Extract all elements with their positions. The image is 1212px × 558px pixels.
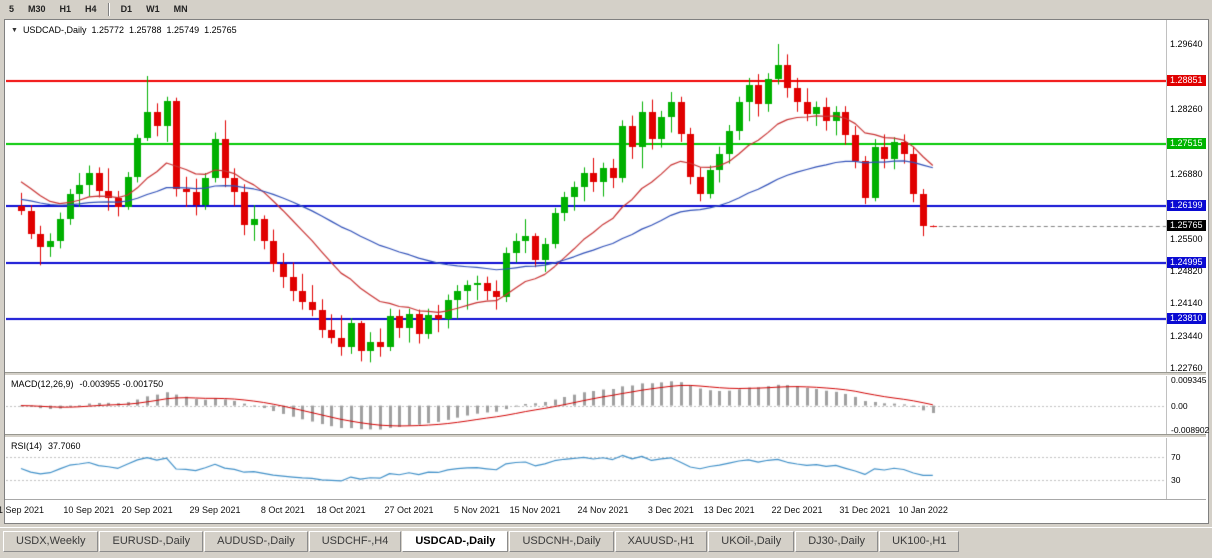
tab-dj30-daily[interactable]: DJ30-,Daily <box>795 531 879 552</box>
date-label: 10 Sep 2021 <box>63 505 115 515</box>
date-label: 29 Sep 2021 <box>189 505 241 515</box>
panel-splitter-macd[interactable] <box>5 372 1206 376</box>
ohlc-close: 1.25765 <box>204 25 237 35</box>
price-axis-separator <box>1166 20 1167 499</box>
rsi-axis[interactable]: 70 30 <box>1167 438 1212 499</box>
timeframe-button-mn[interactable]: MN <box>173 4 188 14</box>
toolbar-separator <box>107 2 110 16</box>
price-axis-label: 1.28260 <box>1170 104 1203 114</box>
macd-axis-label: -0.008902 <box>1171 425 1210 435</box>
macd-chart-canvas[interactable] <box>6 376 1166 434</box>
date-label: 10 Jan 2022 <box>898 505 948 515</box>
chart-window: ▼ USDCAD-,Daily 1.25772 1.25788 1.25749 1.257… <box>0 19 1212 524</box>
date-label: 15 Nov 2021 <box>509 505 561 515</box>
macd-indicator-label: MACD(12,26,9) -0.003955 -0.001750 <box>11 379 169 389</box>
rsi-indicator-label: RSI(14) 37.7060 <box>11 441 87 451</box>
price-axis-label: 1.22760 <box>1170 363 1203 373</box>
date-label: 8 Oct 2021 <box>260 505 305 515</box>
timeframe-button-m30[interactable]: M30 <box>28 4 46 14</box>
panel-splitter-rsi[interactable] <box>5 434 1206 438</box>
price-axis-label: 1.26880 <box>1170 169 1203 179</box>
date-label: 1 Sep 2021 <box>0 505 45 515</box>
date-label: 22 Dec 2021 <box>771 505 823 515</box>
date-label: 13 Dec 2021 <box>703 505 755 515</box>
timeframe-button-h1[interactable]: H1 <box>59 4 72 14</box>
macd-axis-label: 0.009345 <box>1171 375 1207 385</box>
timeframe-button-d1[interactable]: D1 <box>120 4 133 14</box>
level-price-label: 1.27515 <box>1167 138 1206 149</box>
macd-name: MACD(12,26,9) <box>11 379 74 389</box>
symbol-dropdown-icon[interactable]: ▼ <box>11 27 18 34</box>
price-axis-label: 1.24140 <box>1170 298 1203 308</box>
date-label: 3 Dec 2021 <box>647 505 694 515</box>
macd-values: -0.003955 -0.001750 <box>79 379 164 389</box>
rsi-chart-canvas[interactable] <box>6 438 1166 499</box>
level-price-label: 1.26199 <box>1167 200 1206 211</box>
date-label: 24 Nov 2021 <box>577 505 629 515</box>
date-axis-separator <box>5 499 1206 500</box>
tab-usdcnh-daily[interactable]: USDCNH-,Daily <box>509 531 614 552</box>
chart-tabs-bar: USDX,Weekly EURUSD-,Daily AUDUSD-,Daily USD… <box>0 527 1212 558</box>
date-label: 31 Dec 2021 <box>839 505 891 515</box>
date-label: 27 Oct 2021 <box>384 505 434 515</box>
price-axis[interactable]: 1.29640 1.28851 1.28260 1.27515 1.26880 1.261… <box>1167 20 1206 499</box>
tab-usdx-weekly[interactable]: USDX,Weekly <box>3 531 99 552</box>
timeframe-button-w1[interactable]: W1 <box>146 4 160 14</box>
ohlc-low: 1.25749 <box>166 25 200 35</box>
rsi-name: RSI(14) <box>11 441 43 451</box>
ohlc-open: 1.25772 <box>91 25 124 35</box>
tab-audusd-daily[interactable]: AUDUSD-,Daily <box>204 531 308 552</box>
chart-title: ▼ USDCAD-,Daily 1.25772 1.25788 1.25749 1.257… <box>11 25 242 35</box>
price-chart-canvas[interactable] <box>6 20 1166 372</box>
macd-axis-label: 0.00 <box>1171 401 1188 411</box>
tab-xauusd-h1[interactable]: XAUUSD-,H1 <box>614 531 708 552</box>
macd-axis[interactable]: 0.009345 0.00 -0.008902 <box>1167 375 1212 435</box>
timeframe-button-h4[interactable]: H4 <box>85 4 97 14</box>
date-label: 5 Nov 2021 <box>453 505 500 515</box>
rsi-axis-label: 30 <box>1171 475 1181 485</box>
price-axis-label: 1.25500 <box>1170 234 1203 244</box>
timeframe-button-5[interactable]: 5 <box>9 4 15 14</box>
date-axis[interactable]: 1 Sep 2021 10 Sep 2021 20 Sep 2021 29 Sep 2… <box>0 501 1166 521</box>
tab-uk100-h1[interactable]: UK100-,H1 <box>879 531 960 552</box>
tab-eurusd-daily[interactable]: EURUSD-,Daily <box>99 531 204 552</box>
tab-usdcad-daily[interactable]: USDCAD-,Daily <box>402 531 509 552</box>
tab-ukoil-daily[interactable]: UKOil-,Daily <box>708 531 795 552</box>
tab-usdchf-h4[interactable]: USDCHF-,H4 <box>308 531 402 552</box>
timeframe-toolbar: 5 M30 H1 H4 D1 W1 MN <box>0 0 1212 18</box>
ohlc-high: 1.25788 <box>129 25 162 35</box>
price-axis-label: 1.24820 <box>1170 266 1203 276</box>
level-price-label: 1.28851 <box>1167 75 1206 86</box>
date-label: 20 Sep 2021 <box>121 505 173 515</box>
price-axis-label: 1.29640 <box>1170 39 1203 49</box>
rsi-axis-label: 70 <box>1171 452 1181 462</box>
rsi-value: 37.7060 <box>48 441 81 451</box>
chart-symbol-period: USDCAD-,Daily <box>22 25 87 35</box>
level-price-label: 1.23810 <box>1167 313 1206 324</box>
price-axis-label: 1.23440 <box>1170 331 1203 341</box>
date-label: 18 Oct 2021 <box>316 505 366 515</box>
current-price-label: 1.25765 <box>1167 220 1206 231</box>
level-price-label: 1.24995 <box>1167 257 1206 268</box>
